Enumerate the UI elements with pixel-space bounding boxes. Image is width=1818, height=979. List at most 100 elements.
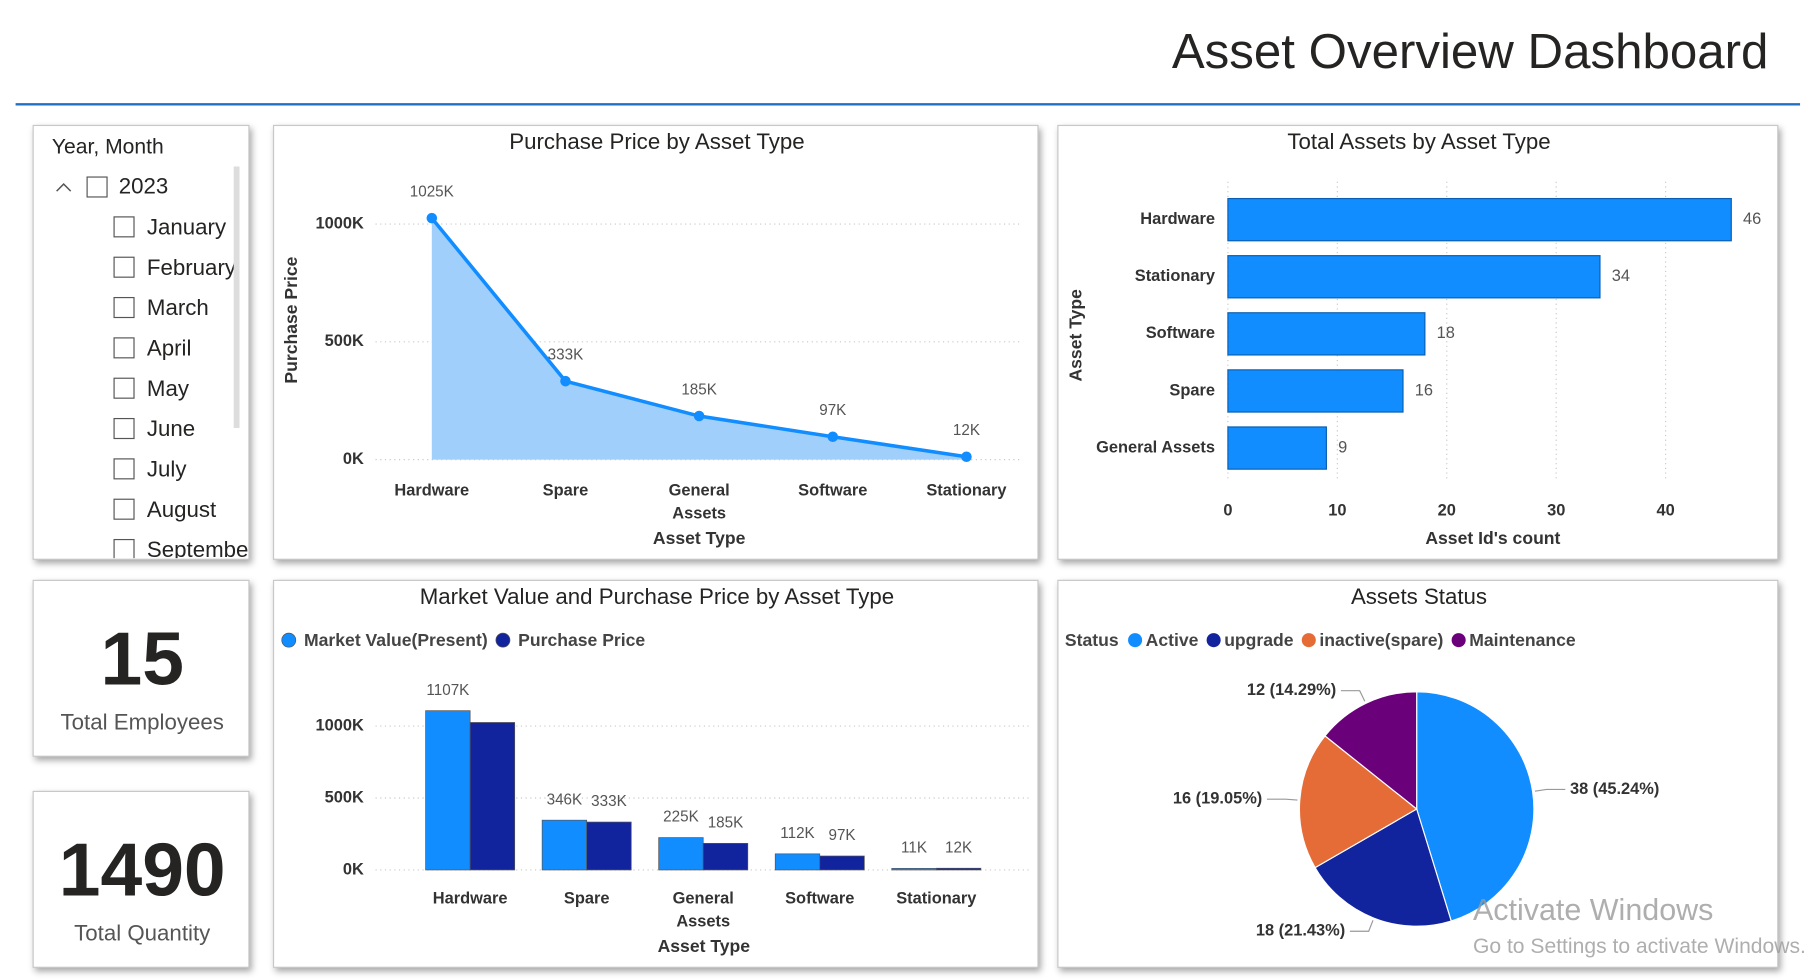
data-label: 1107K [426,682,469,699]
data-label: 333K [591,793,627,810]
card-panel [32,790,250,968]
checkbox[interactable] [113,458,135,480]
slicer: Year, Month 2023 January February March April… [52,135,257,562]
chart-title: Market Value and Purchase Price by Asset… [420,584,894,609]
area [431,218,967,460]
x-tick-label: Software [798,482,867,500]
legend-label: upgrade [1224,630,1294,650]
chart-panel [272,124,1039,560]
x-tick-label: General Assets [673,890,734,931]
slicer-month[interactable]: March [147,295,209,320]
y-tick-label: Stationary [1135,267,1216,285]
checkbox[interactable] [113,377,135,399]
data-label: 346K [547,791,583,808]
legend-label: Active [1146,630,1199,650]
chart-title: Assets Status [1351,584,1487,609]
leader-line [1349,920,1374,932]
point [693,410,705,422]
data-label: 333K [548,346,584,363]
card-label: Total Employees [61,709,224,734]
y-tick-label: 1000K [315,716,363,734]
slicer-panel [32,124,250,560]
y-axis-title: Purchase Price [281,256,301,383]
checkbox[interactable] [113,417,135,440]
card-value: 15 [100,617,183,701]
x-tick-label: 20 [1438,502,1456,520]
slicer-month[interactable]: January [147,215,227,240]
legend-label: Maintenance [1469,630,1576,650]
pie-slice [1324,691,1418,811]
legend-label: Purchase Price [518,630,645,650]
leader-line [1340,690,1366,702]
bar [425,710,471,871]
slicer-month[interactable]: June [147,416,195,441]
x-tick-label: 40 [1656,502,1674,520]
x-tick-label: Spare [564,890,610,908]
y-tick-label: 500K [325,332,364,350]
data-label: 16 [1415,381,1433,399]
slicer-month[interactable]: May [147,376,190,401]
x-tick-label: General Assets [669,482,730,523]
slicer-month[interactable]: February [147,255,237,280]
leader-line [1534,788,1566,792]
x-tick-label: Stationary [926,482,1007,500]
legend-marker [1301,633,1316,648]
leader-line [1266,798,1298,801]
legend-marker [495,632,511,648]
point [560,375,571,387]
watermark-title: Activate Windows [1473,893,1713,927]
legend-marker [1206,633,1221,648]
x-tick-label: 30 [1547,502,1565,520]
x-tick-label: Software [785,890,854,908]
bar [658,837,704,871]
checkbox[interactable] [113,538,135,560]
slicer-month[interactable]: September [147,537,257,562]
data-label: 11K [901,839,927,856]
data-label: 34 [1612,267,1630,285]
slicer-month[interactable]: July [147,457,187,482]
slicer-year[interactable]: 2023 [119,173,169,198]
collapse-caret[interactable] [56,182,72,192]
y-tick-label: Software [1146,324,1215,342]
pie-slice [1416,691,1535,922]
point [961,451,972,463]
data-label: 12K [953,422,980,439]
checkbox[interactable] [113,337,135,359]
data-label: 12K [945,839,972,856]
card-value: 1490 [59,828,226,912]
checkbox[interactable] [113,296,135,319]
x-tick-label: 0 [1223,502,1232,520]
data-label: 1025K [410,183,454,200]
point [426,212,438,224]
y-tick-label: 1000K [315,214,363,232]
data-label: 185K [708,814,744,831]
y-tick-label: Hardware [1140,210,1215,228]
bar [774,853,821,871]
bar [819,855,865,871]
bar [935,867,982,871]
data-label: 9 [1338,438,1347,456]
data-label: 16 (19.05%) [1173,790,1262,808]
checkbox[interactable] [113,256,135,278]
x-axis-title: Asset Id's count [1425,528,1560,548]
bar [1227,426,1327,470]
slicer-month[interactable]: August [147,497,217,522]
slicer-month[interactable]: April [147,336,192,361]
checkbox[interactable] [86,176,108,198]
checkbox[interactable] [113,498,135,520]
bar [586,821,632,871]
card-label: Total Quantity [74,920,211,945]
checkbox[interactable] [113,216,135,238]
data-label: 38 (45.24%) [1570,780,1659,798]
legend-marker [281,632,297,648]
chart-panel [272,579,1039,968]
chart-title: Purchase Price by Asset Type [509,129,804,154]
bar [891,868,937,871]
x-tick-label: Hardware [433,890,508,908]
card-panel [32,579,250,757]
scrollbar[interactable] [233,166,240,428]
legend-label: Market Value(Present) [304,630,488,650]
watermark-subtitle: Go to Settings to activate Windows. [1473,935,1806,958]
